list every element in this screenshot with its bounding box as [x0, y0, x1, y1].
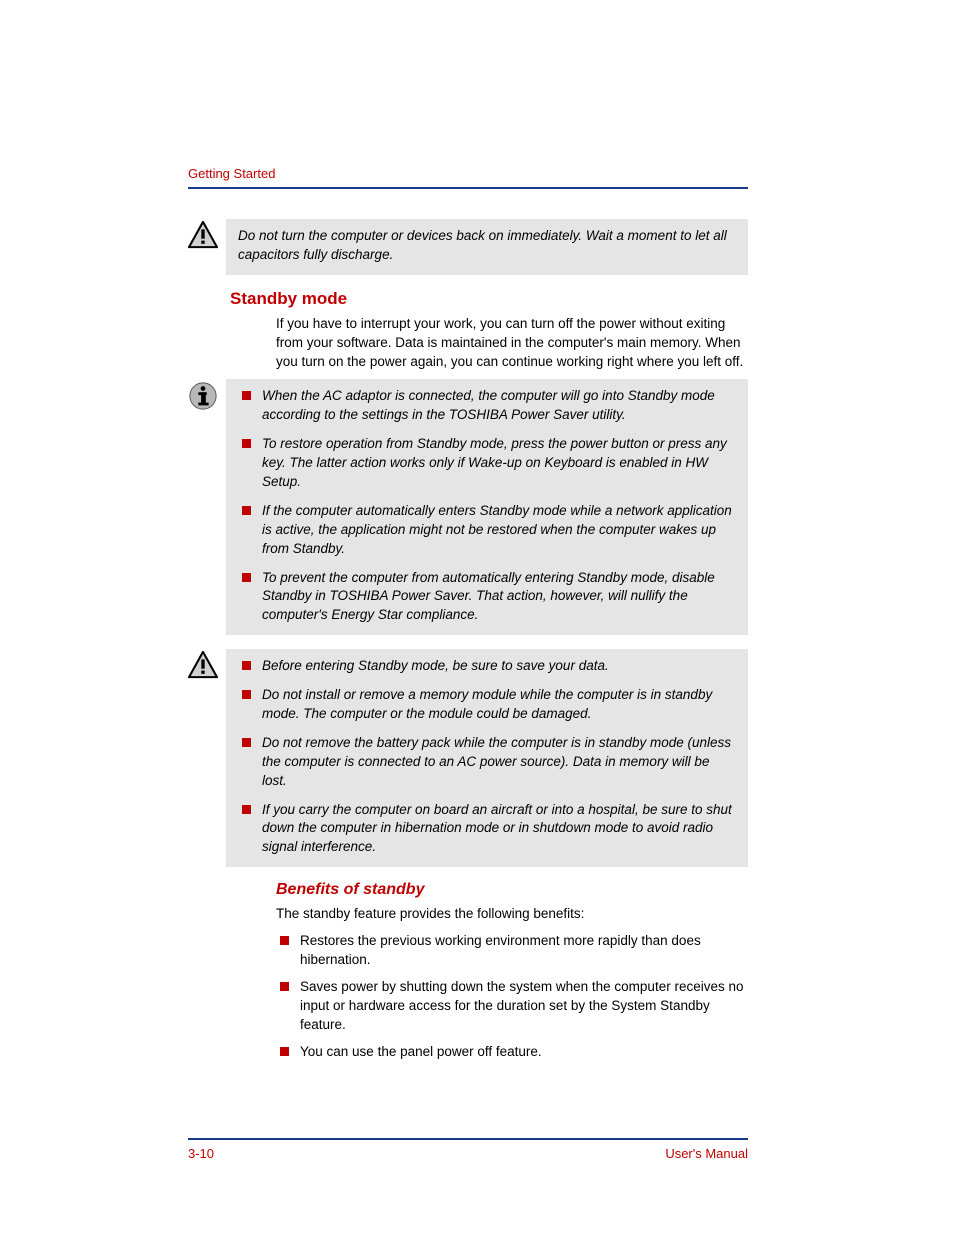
info-callout-box: When the AC adaptor is connected, the co… [226, 379, 748, 635]
page-footer: 3-10 User's Manual [188, 1138, 748, 1161]
standby-intro: If you have to interrupt your work, you … [276, 315, 748, 372]
benefits-list: Restores the previous working environmen… [276, 932, 748, 1061]
doc-title: User's Manual [665, 1146, 748, 1161]
benefits-item: Restores the previous working environmen… [276, 932, 748, 970]
warning-callout-top: Do not turn the computer or devices back… [188, 219, 748, 275]
header-section-title: Getting Started [188, 166, 748, 181]
benefits-intro: The standby feature provides the followi… [276, 905, 748, 924]
warning-icon [188, 649, 226, 684]
standby-intro-text: If you have to interrupt your work, you … [276, 315, 748, 372]
benefits-item: Saves power by shutting down the system … [276, 978, 748, 1035]
warning-item: Do not install or remove a memory module… [238, 686, 736, 724]
warning-item: If you carry the computer on board an ai… [238, 801, 736, 858]
benefits-heading: Benefits of standby [276, 881, 748, 899]
info-callout: When the AC adaptor is connected, the co… [188, 379, 748, 635]
info-item: To prevent the computer from automatical… [238, 569, 736, 626]
warning-callout-box: Before entering Standby mode, be sure to… [226, 649, 748, 867]
warning-callout-text: Do not turn the computer or devices back… [226, 219, 748, 275]
info-item: When the AC adaptor is connected, the co… [238, 387, 736, 425]
benefits-intro-text: The standby feature provides the followi… [276, 905, 748, 924]
warning-callout-bottom: Before entering Standby mode, be sure to… [188, 649, 748, 867]
page-number: 3-10 [188, 1146, 214, 1161]
warning-item: Before entering Standby mode, be sure to… [238, 657, 736, 676]
warning-icon [188, 219, 226, 254]
footer-rule [188, 1138, 748, 1140]
header-rule [188, 187, 748, 189]
info-item: If the computer automatically enters Sta… [238, 502, 736, 559]
standby-heading: Standby mode [230, 289, 748, 309]
benefits-item: You can use the panel power off feature. [276, 1043, 748, 1062]
warning-item: Do not remove the battery pack while the… [238, 734, 736, 791]
info-item: To restore operation from Standby mode, … [238, 435, 736, 492]
page-content: Getting Started Do not turn the computer… [188, 166, 748, 1070]
info-icon [188, 379, 226, 416]
